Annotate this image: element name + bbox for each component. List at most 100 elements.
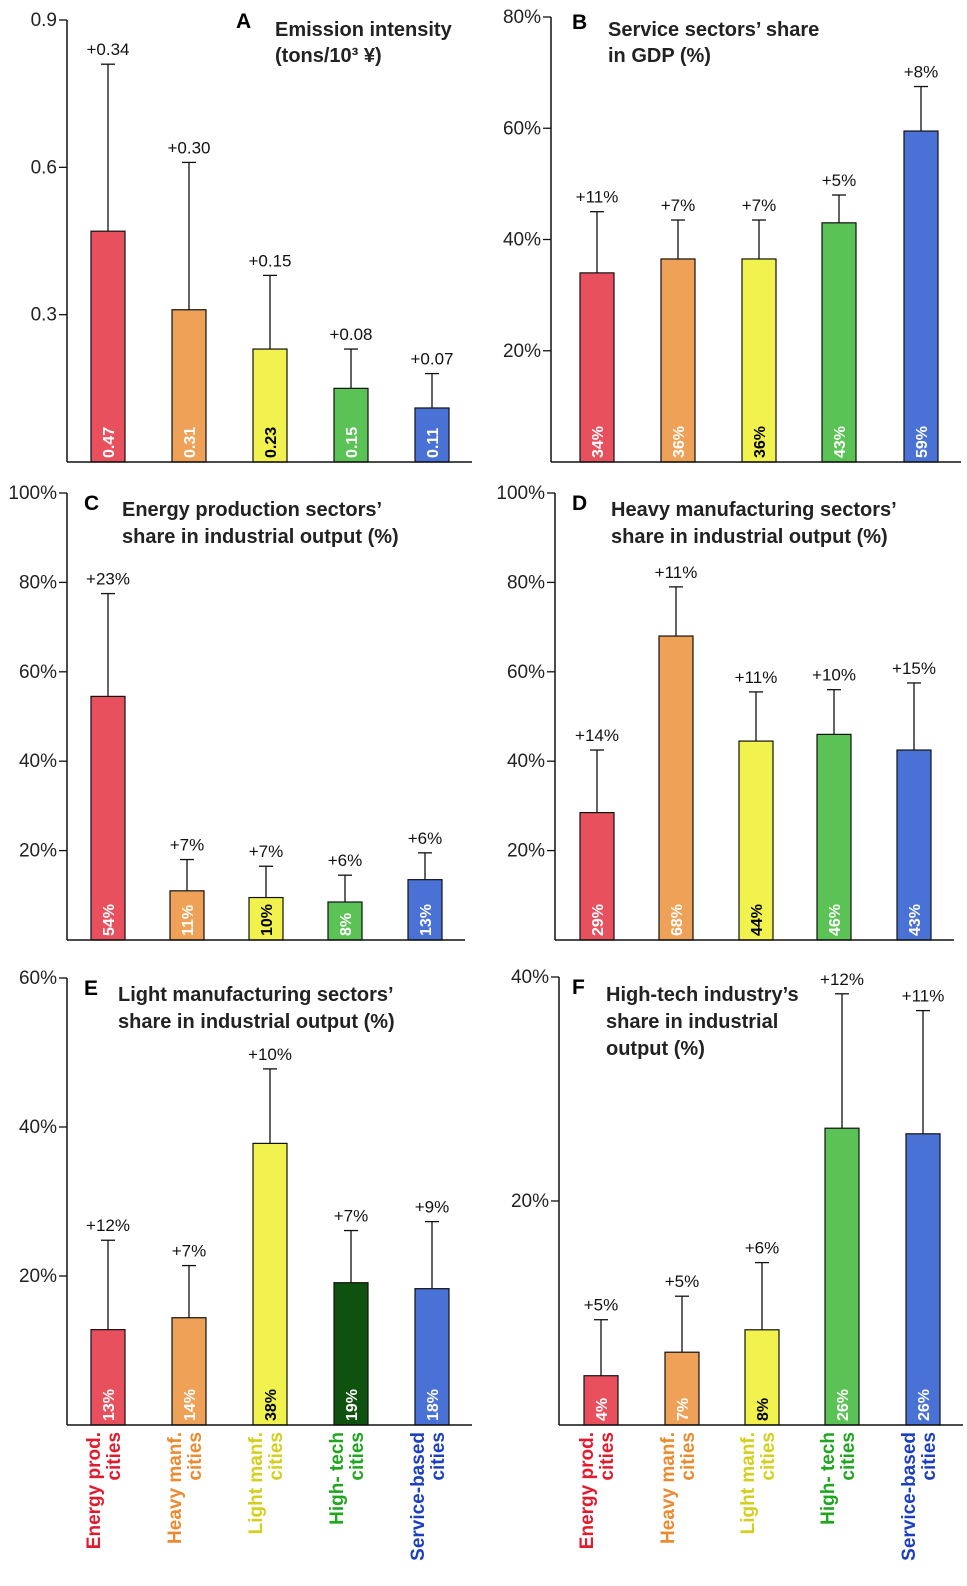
value-label: 0.47: [101, 427, 118, 458]
value-label: 0.31: [182, 427, 199, 458]
panel-e: +12% 13% +7% 14% +10% 38% +7% 19% +9% 18% 20% 40% 60…: [19, 968, 472, 1426]
category-label-line1: Service-based: [408, 1432, 429, 1561]
y-tick-label: 40%: [19, 1117, 57, 1138]
value-label: 4%: [594, 1398, 611, 1421]
bar: [741, 258, 777, 463]
error-label: +7%: [334, 1207, 369, 1226]
category-label: Energy prod.cities: [84, 1432, 125, 1549]
y-tick-label: 60%: [19, 662, 57, 683]
bar: [90, 230, 126, 463]
y-tick-label: 40%: [507, 751, 545, 772]
panel-letter: C: [84, 492, 99, 515]
value-label: 13%: [101, 1389, 118, 1421]
y-tick-label: 20%: [511, 1191, 549, 1212]
panel-title-line: Light manufacturing sectors’: [118, 984, 394, 1006]
y-tick-label: 60%: [507, 662, 545, 683]
category-label-line1: Energy prod.: [577, 1432, 598, 1549]
category-label: Service-basedcities: [408, 1432, 449, 1561]
panel-a: +0.34 0.47 +0.30 0.31 +0.15 0.23 +0.08 0.15 +0.0…: [31, 10, 472, 463]
error-label: +5%: [584, 1296, 619, 1315]
category-label-line2: cities: [678, 1432, 699, 1481]
error-label: +7%: [742, 196, 777, 215]
bar: [169, 890, 205, 941]
error-label: +9%: [415, 1198, 450, 1217]
category-label: High- techcities: [327, 1432, 368, 1525]
error-label: +5%: [665, 1272, 700, 1291]
y-tick-label: 20%: [19, 841, 57, 862]
y-tick-label: 40%: [19, 751, 57, 772]
panel-letter: E: [84, 977, 98, 1000]
value-label: 36%: [671, 426, 688, 458]
error-label: +11%: [902, 987, 945, 1006]
category-label: Energy prod.cities: [577, 1432, 618, 1549]
y-tick-label: 100%: [8, 483, 57, 504]
value-label: 43%: [832, 426, 849, 458]
error-label: +6%: [745, 1239, 780, 1258]
value-label: 0.11: [425, 428, 442, 458]
error-label: +7%: [661, 196, 696, 215]
bar: [738, 740, 774, 941]
y-tick-label: 0.3: [31, 305, 57, 326]
panel-letter: B: [572, 11, 587, 34]
error-label: +0.34: [86, 40, 129, 59]
category-label-line2: cities: [919, 1432, 940, 1481]
value-label: 29%: [590, 904, 607, 936]
value-label: 0.23: [263, 427, 280, 458]
bar: [171, 1317, 207, 1426]
category-label: Heavy manf.cities: [165, 1432, 206, 1544]
panel-title-line: Service sectors’ share: [608, 19, 819, 41]
panel-title-line: Heavy manufacturing sectors’: [611, 499, 897, 521]
value-label: 0.15: [344, 427, 361, 458]
panel-letter: F: [572, 976, 585, 999]
value-label: 13%: [418, 904, 435, 936]
category-label-line2: cities: [266, 1432, 287, 1481]
error-label: +11%: [735, 668, 778, 687]
y-tick-label: 20%: [503, 341, 541, 362]
category-label: Service-basedcities: [899, 1432, 940, 1561]
bar: [252, 1142, 288, 1426]
value-label: 8%: [338, 913, 355, 936]
y-tick-label: 0.6: [31, 157, 57, 178]
value-label: 38%: [263, 1389, 280, 1421]
value-label: 14%: [182, 1389, 199, 1421]
category-label-line1: Light manf.: [246, 1432, 267, 1534]
category-label-line2: cities: [838, 1432, 859, 1481]
panel-title-line: in GDP (%): [608, 45, 711, 67]
bar: [333, 1282, 369, 1426]
category-label-line1: Heavy manf.: [658, 1432, 679, 1544]
value-label: 43%: [907, 904, 924, 936]
error-label: +12%: [86, 1216, 130, 1235]
panel-title-line: output (%): [606, 1038, 705, 1060]
value-label: 10%: [259, 904, 276, 936]
y-tick-label: 80%: [503, 7, 541, 28]
value-label: 36%: [752, 426, 769, 458]
error-label: +5%: [822, 171, 857, 190]
y-tick-label: 60%: [19, 968, 57, 989]
category-label-line2: cities: [597, 1432, 618, 1481]
panel-title-line: share in industrial: [606, 1011, 778, 1033]
bar: [90, 695, 126, 941]
value-label: 11%: [180, 905, 197, 936]
panel-title-line: (tons/10³ ¥): [275, 45, 382, 67]
panel-title-line: Emission intensity: [275, 19, 453, 41]
panel-f: +5% 4% +5% 7% +6% 8% +12% 26% +11% 26% 20% 40% F High…: [511, 967, 963, 1426]
bar: [414, 1288, 450, 1426]
category-label-line2: cities: [185, 1432, 206, 1481]
value-label: 19%: [344, 1389, 361, 1421]
category-label-line1: Service-based: [899, 1432, 920, 1561]
y-tick-label: 40%: [511, 967, 549, 988]
category-label-line1: Heavy manf.: [165, 1432, 186, 1544]
category-label: Light manf.cities: [738, 1432, 779, 1534]
y-tick-label: 80%: [19, 572, 57, 593]
error-label: +0.08: [329, 325, 372, 344]
panel-d: +14% 29% +11% 68% +11% 44% +10% 46% +15% 43% 20% 40…: [496, 483, 954, 941]
value-label: 26%: [835, 1389, 852, 1421]
value-label: 18%: [425, 1389, 442, 1421]
error-label: +7%: [170, 836, 205, 855]
value-label: 26%: [916, 1389, 933, 1421]
value-label: 8%: [755, 1398, 772, 1421]
category-label-line2: cities: [104, 1432, 125, 1481]
y-tick-label: 80%: [507, 572, 545, 593]
bar: [905, 1133, 941, 1426]
